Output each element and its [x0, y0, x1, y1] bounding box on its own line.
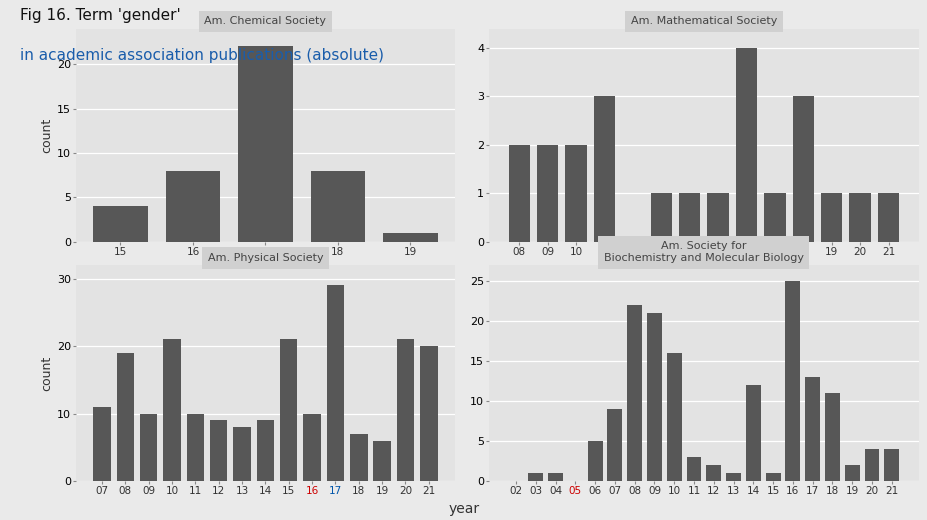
Bar [537, 145, 558, 242]
Bar [140, 413, 158, 481]
Title: Am. Society for
Biochemistry and Molecular Biology: Am. Society for Biochemistry and Molecul… [603, 241, 803, 263]
Bar [508, 145, 529, 242]
Bar [349, 434, 367, 481]
Bar [646, 313, 661, 481]
Bar [527, 473, 542, 481]
Title: Am. Chemical Society: Am. Chemical Society [204, 17, 326, 27]
Bar [627, 305, 641, 481]
Bar [686, 457, 701, 481]
Bar [548, 473, 563, 481]
Bar [587, 441, 602, 481]
Bar [877, 193, 898, 242]
Bar [844, 465, 858, 481]
Bar [607, 409, 622, 481]
Bar [764, 193, 785, 242]
Bar [396, 340, 413, 481]
Y-axis label: count: count [40, 118, 53, 153]
Bar [792, 96, 813, 242]
Bar [705, 465, 720, 481]
Bar [883, 449, 898, 481]
Bar [679, 193, 700, 242]
Bar [725, 473, 740, 481]
Bar [784, 281, 799, 481]
Title: Am. Physical Society: Am. Physical Society [208, 253, 323, 263]
Bar [383, 233, 437, 242]
Bar [765, 473, 780, 481]
Bar [186, 413, 204, 481]
Bar [593, 96, 615, 242]
Bar [565, 145, 586, 242]
Bar [706, 193, 728, 242]
Text: Fig 16. Term 'gender': Fig 16. Term 'gender' [20, 8, 181, 23]
Bar [820, 193, 842, 242]
Bar [117, 353, 134, 481]
Bar [667, 353, 681, 481]
Title: Am. Mathematical Society: Am. Mathematical Society [630, 17, 776, 27]
Bar [326, 285, 344, 481]
Bar [805, 377, 819, 481]
Text: year: year [448, 502, 479, 516]
Bar [257, 420, 273, 481]
Bar [848, 193, 870, 242]
Bar [864, 449, 879, 481]
Bar [94, 407, 110, 481]
Text: in academic association publications (absolute): in academic association publications (ab… [20, 48, 384, 63]
Bar [303, 413, 321, 481]
Bar [163, 340, 181, 481]
Bar [94, 206, 147, 242]
Bar [233, 427, 250, 481]
Bar [238, 46, 292, 242]
Bar [373, 440, 390, 481]
Bar [824, 393, 839, 481]
Bar [166, 171, 220, 242]
Bar [210, 420, 227, 481]
Y-axis label: count: count [40, 356, 53, 391]
Bar [311, 171, 364, 242]
Bar [735, 48, 756, 242]
Bar [420, 346, 437, 481]
Bar [650, 193, 671, 242]
Bar [280, 340, 298, 481]
Bar [745, 385, 760, 481]
